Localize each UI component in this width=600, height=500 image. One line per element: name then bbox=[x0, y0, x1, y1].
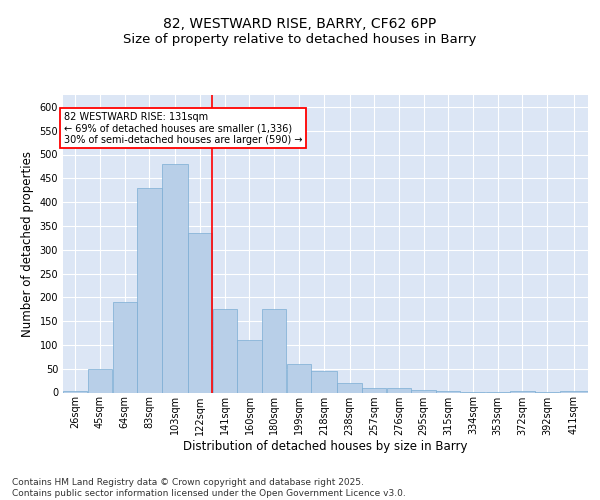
Bar bbox=[362, 388, 386, 392]
Bar bbox=[311, 371, 337, 392]
Bar bbox=[560, 391, 588, 392]
Bar bbox=[88, 368, 112, 392]
Bar bbox=[412, 390, 436, 392]
Bar bbox=[188, 233, 212, 392]
Bar bbox=[137, 188, 161, 392]
Bar bbox=[113, 302, 137, 392]
Bar bbox=[238, 340, 262, 392]
Bar bbox=[510, 391, 535, 392]
Bar bbox=[212, 309, 237, 392]
Bar bbox=[436, 391, 460, 392]
Bar bbox=[337, 383, 362, 392]
Bar bbox=[63, 391, 88, 392]
Text: 82, WESTWARD RISE, BARRY, CF62 6PP: 82, WESTWARD RISE, BARRY, CF62 6PP bbox=[163, 18, 437, 32]
Text: Contains HM Land Registry data © Crown copyright and database right 2025.
Contai: Contains HM Land Registry data © Crown c… bbox=[12, 478, 406, 498]
Text: Size of property relative to detached houses in Barry: Size of property relative to detached ho… bbox=[124, 32, 476, 46]
Bar bbox=[287, 364, 311, 392]
Bar bbox=[162, 164, 188, 392]
X-axis label: Distribution of detached houses by size in Barry: Distribution of detached houses by size … bbox=[183, 440, 468, 454]
Bar bbox=[262, 309, 286, 392]
Y-axis label: Number of detached properties: Number of detached properties bbox=[21, 151, 34, 337]
Text: 82 WESTWARD RISE: 131sqm
← 69% of detached houses are smaller (1,336)
30% of sem: 82 WESTWARD RISE: 131sqm ← 69% of detach… bbox=[64, 112, 302, 145]
Bar bbox=[387, 388, 411, 392]
